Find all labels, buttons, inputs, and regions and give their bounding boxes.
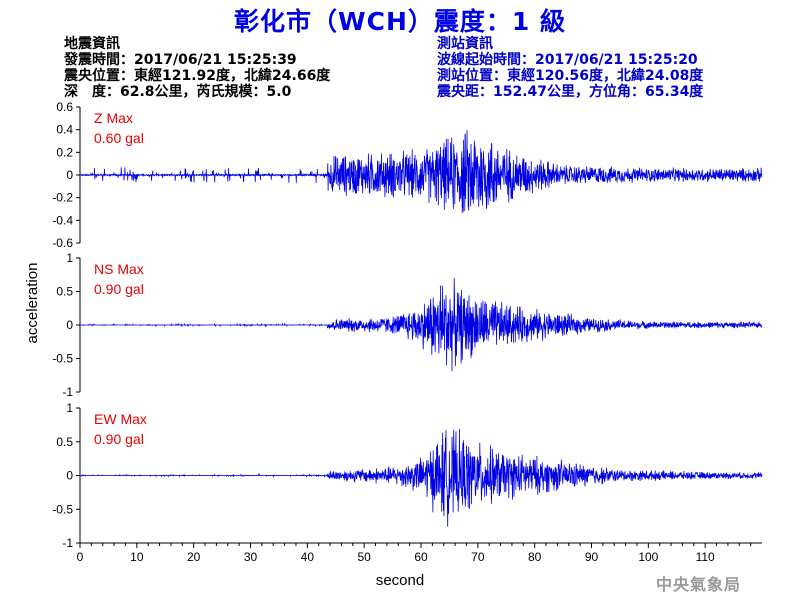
x-tick-label: 20 <box>187 550 201 564</box>
station-info-block: 測站資訊 波線起始時間：2017/06/21 15:25:20 測站位置：東經1… <box>437 36 703 100</box>
depth-magnitude: 深 度：62.8公里，芮氏規模：5.0 <box>64 84 292 100</box>
x-tick-label: 10 <box>130 550 144 564</box>
x-tick-label: 110 <box>696 550 715 564</box>
station-location: 測站位置：東經120.56度，北緯24.08度 <box>437 68 704 84</box>
x-tick-label: 40 <box>301 550 315 564</box>
y-tick-label-ns: -0.5 <box>52 352 73 366</box>
x-tick-label: 90 <box>585 550 599 564</box>
y-tick-label-ew: 0 <box>66 469 73 483</box>
y-tick-label-ns: 0 <box>66 318 73 332</box>
origin-time: 發震時間：2017/06/21 15:25:39 <box>64 52 297 68</box>
y-tick-label-ew: -1 <box>62 536 73 550</box>
y-tick-label-z: 0.4 <box>56 123 73 137</box>
trace-ew <box>79 428 763 527</box>
max-value-z: 0.60 gal <box>94 130 144 146</box>
y-tick-label-ew: 1 <box>66 401 73 415</box>
y-tick-label-ew: 0.5 <box>56 435 73 449</box>
max-label-z: Z Max <box>94 110 133 126</box>
y-tick-label-ew: -0.5 <box>52 502 73 516</box>
y-tick-label-ns: 0.5 <box>56 285 73 299</box>
y-tick-label-z: 0.2 <box>56 145 73 159</box>
y-axis-label: acceleration <box>24 263 41 344</box>
y-tick-label-ns: 1 <box>66 251 73 265</box>
y-tick-label-z: -0.2 <box>52 191 73 205</box>
station-info-heading: 測站資訊 <box>437 36 493 52</box>
max-value-ns: 0.90 gal <box>94 281 144 297</box>
epicenter-location: 震央位置：東經121.92度，北緯24.66度 <box>64 68 331 84</box>
x-tick-label: 80 <box>528 550 542 564</box>
x-tick-label: 50 <box>357 550 371 564</box>
wave-start-time: 波線起始時間：2017/06/21 15:25:20 <box>437 52 698 68</box>
y-tick-label-z: -0.6 <box>52 236 73 250</box>
x-tick-label: 30 <box>244 550 258 564</box>
y-tick-label-z: 0 <box>66 168 73 182</box>
x-tick-label: 60 <box>414 550 428 564</box>
chart-title: 彰化市（WCH）震度：1 級 <box>234 7 566 36</box>
x-tick-label: 70 <box>471 550 485 564</box>
max-label-ew: EW Max <box>94 411 147 427</box>
max-label-ns: NS Max <box>94 261 144 277</box>
trace-ns <box>80 277 763 372</box>
y-tick-label-ns: -1 <box>62 385 73 399</box>
trace-z <box>79 130 763 214</box>
agency-watermark: 中央氣象局 <box>656 575 742 594</box>
epicentral-distance-azimuth: 震央距：152.47公里，方位角：65.34度 <box>437 84 704 100</box>
max-value-ew: 0.90 gal <box>94 431 144 447</box>
quake-info-heading: 地震資訊 <box>64 36 120 52</box>
y-tick-label-z: -0.4 <box>52 213 73 227</box>
x-tick-label: 0 <box>77 550 84 564</box>
quake-info-block: 地震資訊 發震時間：2017/06/21 15:25:39 震央位置：東經121… <box>64 36 330 100</box>
y-tick-label-z: 0.6 <box>56 100 73 114</box>
x-axis-label: second <box>376 572 424 589</box>
x-tick-label: 100 <box>638 550 658 564</box>
